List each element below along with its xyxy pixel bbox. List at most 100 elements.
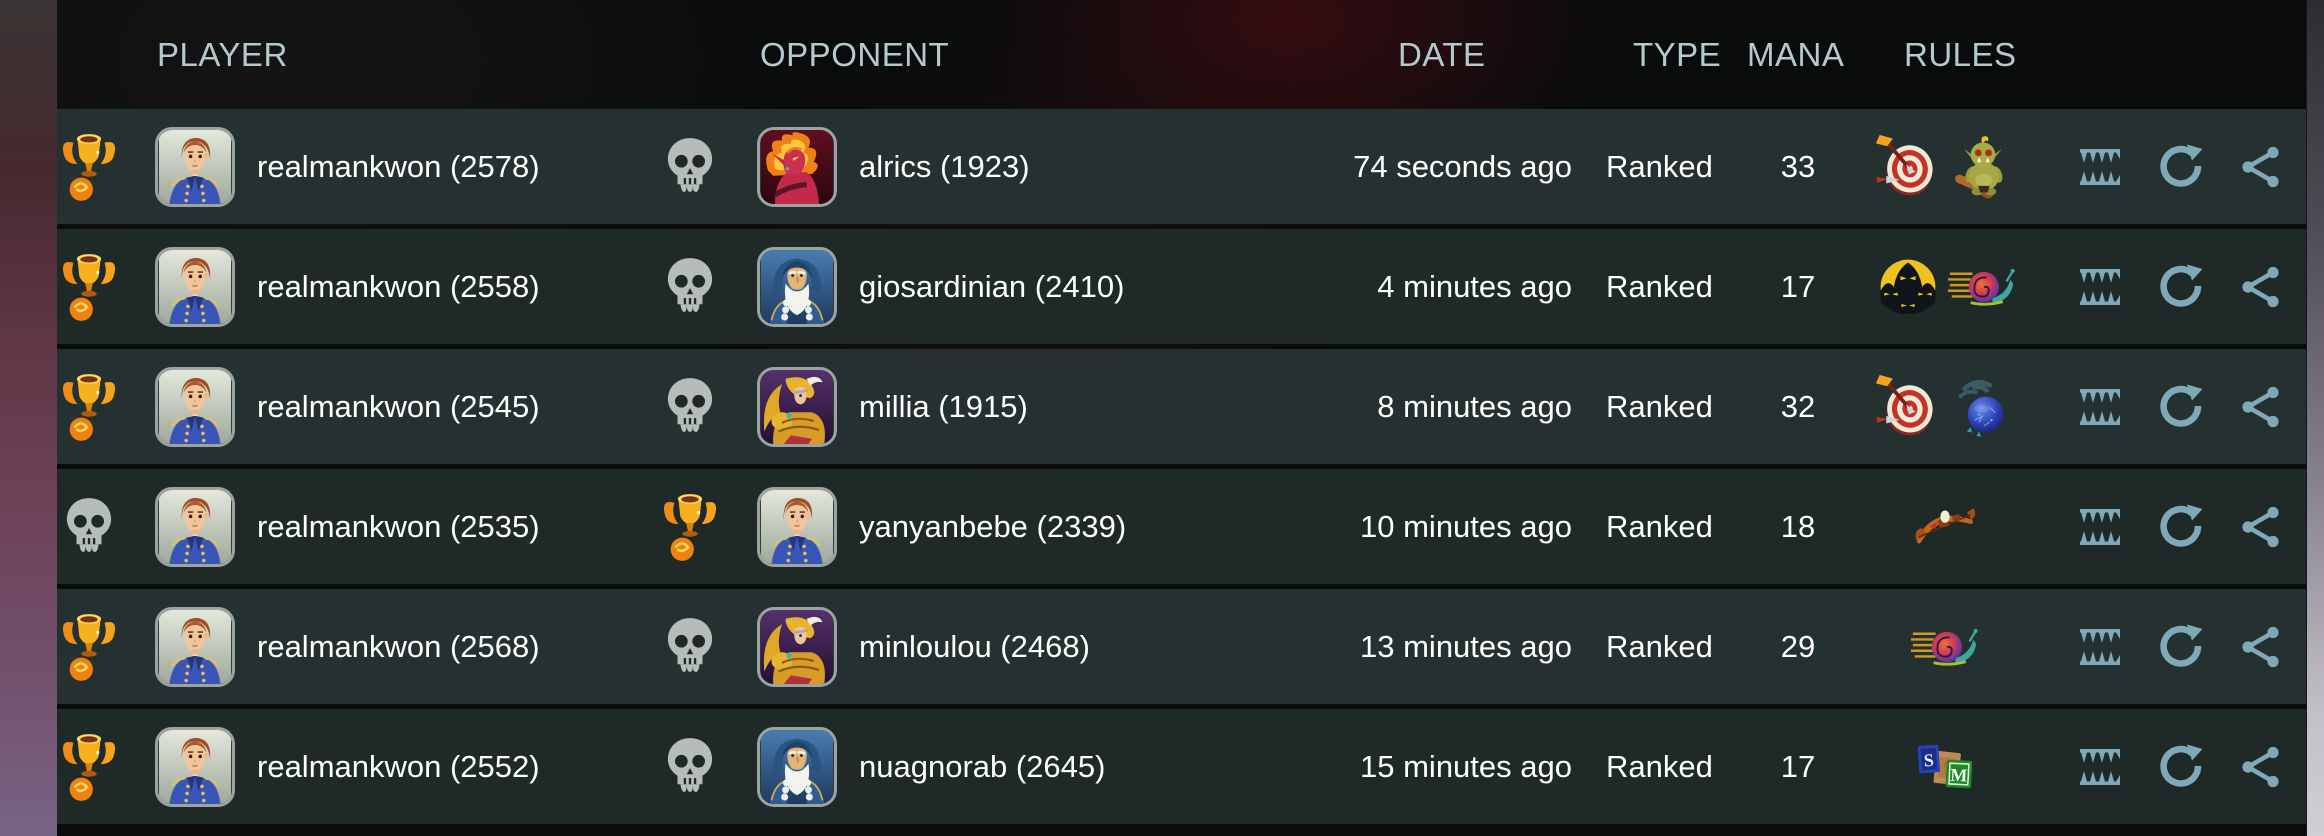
skull-icon — [658, 136, 722, 198]
battle-details-button[interactable] — [2076, 383, 2124, 431]
column-header-mana: MANA — [1747, 36, 1845, 73]
share-icon — [2237, 143, 2285, 191]
battle-type: Ranked — [1606, 268, 1713, 304]
battle-teeth-icon — [2076, 383, 2124, 431]
opponent-name[interactable]: alrics (1923) — [859, 148, 1030, 184]
bow-ruleset-icon — [1911, 493, 1979, 561]
replay-button[interactable] — [2157, 503, 2205, 551]
skull-icon — [57, 496, 121, 558]
battle-type: Ranked — [1606, 628, 1713, 664]
battle-type: Ranked — [1606, 508, 1713, 544]
battle-row[interactable]: realmankwon (2535) yanyanbebe (2339) 10 … — [57, 469, 2306, 584]
battle-teeth-icon — [2076, 743, 2124, 791]
trophy-icon — [57, 129, 121, 205]
replay-icon — [2157, 503, 2205, 551]
battle-row[interactable]: realmankwon (2578) alrics (1923) 74 seco… — [57, 109, 2306, 224]
opponent-avatar[interactable] — [757, 366, 837, 447]
player-name[interactable]: realmankwon (2568) — [257, 628, 540, 664]
battle-row[interactable]: realmankwon (2545) millia (1915) 8 minut… — [57, 349, 2306, 464]
ruleset-icons — [1865, 253, 2025, 321]
battle-date: 74 seconds ago — [1353, 148, 1572, 184]
battle-row[interactable]: realmankwon (2568) minloulou (2468) 13 m… — [57, 589, 2306, 704]
battle-teeth-icon — [2076, 623, 2124, 671]
battle-mana: 17 — [1780, 748, 1816, 784]
speedy-snail-ruleset-icon — [1948, 253, 2016, 321]
background-right-strip — [2306, 0, 2324, 836]
battle-details-button[interactable] — [2076, 623, 2124, 671]
share-button[interactable] — [2237, 503, 2285, 551]
ruleset-icons — [1865, 613, 2025, 681]
player-avatar[interactable] — [155, 486, 235, 567]
player-name[interactable]: realmankwon (2535) — [257, 508, 540, 544]
row-actions — [2076, 143, 2285, 191]
table-header: PLAYER OPPONENT DATE TYPE MANA RULES — [57, 0, 2306, 104]
share-button[interactable] — [2237, 263, 2285, 311]
row-actions — [2076, 383, 2285, 431]
player-avatar[interactable] — [155, 606, 235, 687]
player-avatar[interactable] — [155, 366, 235, 447]
replay-icon — [2157, 743, 2205, 791]
battle-details-button[interactable] — [2076, 263, 2124, 311]
battle-details-button[interactable] — [2076, 503, 2124, 551]
speedy-snail-ruleset-icon — [1911, 613, 1979, 681]
player-name[interactable]: realmankwon (2545) — [257, 388, 540, 424]
opponent-name[interactable]: yanyanbebe (2339) — [859, 508, 1127, 544]
replay-icon — [2157, 143, 2205, 191]
letter-blocks-ruleset-icon — [1911, 733, 1979, 801]
battle-teeth-icon — [2076, 263, 2124, 311]
share-icon — [2237, 623, 2285, 671]
battle-details-button[interactable] — [2076, 143, 2124, 191]
opponent-name[interactable]: minloulou (2468) — [859, 628, 1090, 664]
trophy-icon — [57, 609, 121, 685]
replay-button[interactable] — [2157, 743, 2205, 791]
replay-icon — [2157, 383, 2205, 431]
battle-mana: 17 — [1780, 268, 1816, 304]
battle-history-table: PLAYER OPPONENT DATE TYPE MANA RULES rea… — [57, 0, 2306, 836]
column-header-player: PLAYER — [157, 36, 288, 73]
row-actions — [2076, 743, 2285, 791]
opponent-avatar[interactable] — [757, 486, 837, 567]
blue-planet-ruleset-icon — [1948, 373, 2016, 441]
replay-button[interactable] — [2157, 383, 2205, 431]
column-header-rules: RULES — [1904, 36, 2017, 73]
opponent-name[interactable]: giosardinian (2410) — [859, 268, 1125, 304]
background-left-strip — [0, 0, 57, 836]
replay-icon — [2157, 623, 2205, 671]
trophy-icon — [57, 729, 121, 805]
replay-button[interactable] — [2157, 143, 2205, 191]
player-name[interactable]: realmankwon (2552) — [257, 748, 540, 784]
share-button[interactable] — [2237, 743, 2285, 791]
player-avatar[interactable] — [155, 246, 235, 327]
battle-row[interactable]: realmankwon (2558) giosardinian (2410) 4… — [57, 229, 2306, 344]
battle-row[interactable]: realmankwon (2552) nuagnorab (2645) 15 m… — [57, 709, 2306, 824]
opponent-name[interactable]: nuagnorab (2645) — [859, 748, 1106, 784]
player-name[interactable]: realmankwon (2558) — [257, 268, 540, 304]
opponent-avatar[interactable] — [757, 606, 837, 687]
replay-button[interactable] — [2157, 623, 2205, 671]
row-actions — [2076, 503, 2285, 551]
player-avatar[interactable] — [155, 726, 235, 807]
column-header-date: DATE — [1398, 36, 1486, 73]
player-avatar[interactable] — [155, 126, 235, 207]
battle-type: Ranked — [1606, 748, 1713, 784]
share-button[interactable] — [2237, 383, 2285, 431]
opponent-avatar[interactable] — [757, 246, 837, 327]
opponent-name[interactable]: millia (1915) — [859, 388, 1028, 424]
opponent-avatar[interactable] — [757, 126, 837, 207]
battle-date: 15 minutes ago — [1360, 748, 1572, 784]
ruleset-icons — [1865, 373, 2025, 441]
battle-teeth-icon — [2076, 143, 2124, 191]
share-button[interactable] — [2237, 143, 2285, 191]
replay-button[interactable] — [2157, 263, 2205, 311]
battle-teeth-icon — [2076, 503, 2124, 551]
player-name[interactable]: realmankwon (2578) — [257, 148, 540, 184]
skull-icon — [658, 376, 722, 438]
battle-details-button[interactable] — [2076, 743, 2124, 791]
skull-icon — [658, 256, 722, 318]
ruleset-icons — [1865, 493, 2025, 561]
opponent-avatar[interactable] — [757, 726, 837, 807]
battle-mana: 33 — [1780, 148, 1816, 184]
share-button[interactable] — [2237, 623, 2285, 671]
battle-date: 4 minutes ago — [1377, 268, 1572, 304]
replay-icon — [2157, 263, 2205, 311]
